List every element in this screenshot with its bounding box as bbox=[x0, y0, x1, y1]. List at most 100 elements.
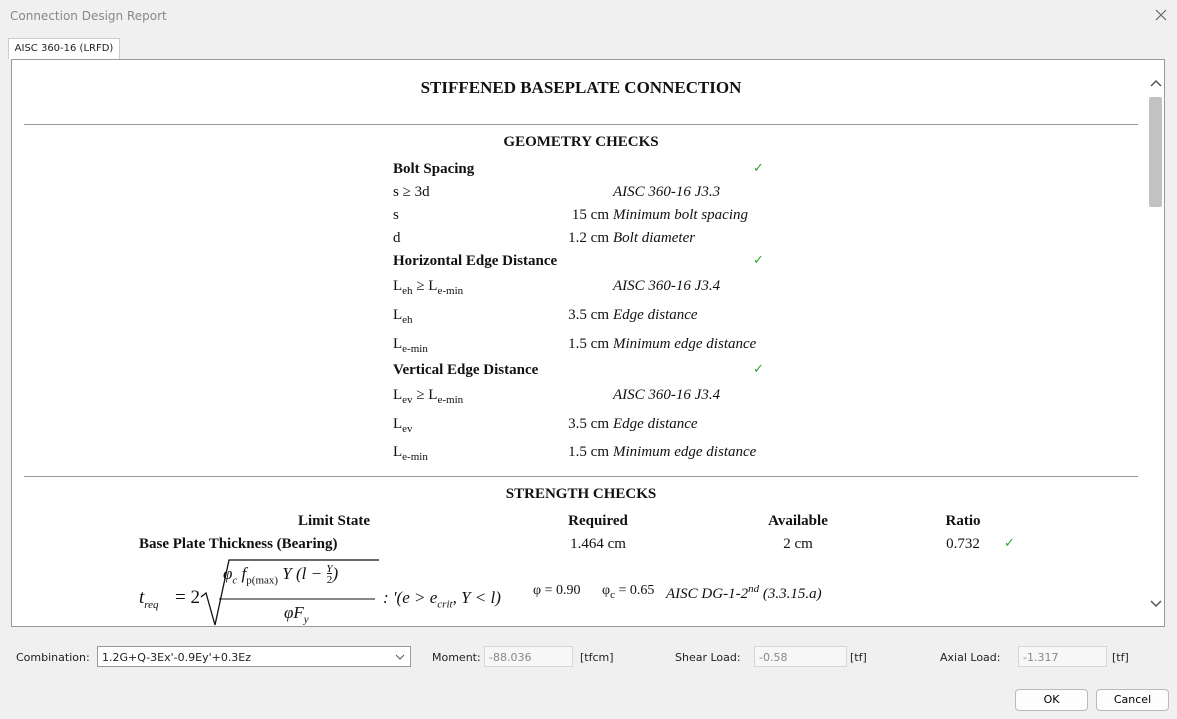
limit-state: Base Plate Thickness (Bearing) bbox=[139, 536, 338, 552]
check-mark: ✓ bbox=[753, 362, 764, 377]
check-mark: ✓ bbox=[753, 253, 764, 268]
section-heading: GEOMETRY CHECKS bbox=[503, 134, 659, 150]
column-header: Ratio bbox=[945, 513, 981, 529]
axial-field: -1.317 bbox=[1018, 646, 1107, 667]
moment-field: -88.036 bbox=[484, 646, 573, 667]
row-label: Le-min bbox=[393, 444, 428, 463]
available: 2 cm bbox=[783, 536, 813, 552]
label-text: L bbox=[393, 336, 403, 352]
formula-sub: req bbox=[144, 598, 159, 611]
label-text: s ≥ 3d bbox=[393, 184, 430, 200]
moment-label: Moment: bbox=[432, 651, 481, 664]
formula-text: : '(e > e bbox=[383, 588, 438, 607]
report-panel: STIFFENED BASEPLATE CONNECTION GEOMETRY … bbox=[11, 59, 1165, 627]
formula-text: f bbox=[241, 564, 247, 583]
row-value: 1.5 cm bbox=[568, 444, 609, 460]
cancel-button[interactable]: Cancel bbox=[1096, 689, 1169, 711]
label-sub: ev bbox=[402, 394, 413, 406]
label-text: L bbox=[393, 416, 403, 432]
row-note: Minimum bolt spacing bbox=[613, 207, 748, 223]
scroll-up[interactable] bbox=[1150, 78, 1162, 88]
formula-text: 2 bbox=[326, 573, 333, 587]
ratio: 0.732 bbox=[946, 536, 980, 552]
shear-label: Shear Load: bbox=[675, 651, 741, 664]
formula-sub: crit bbox=[437, 598, 453, 611]
label-text: L bbox=[393, 307, 403, 323]
moment-unit: [tfcm] bbox=[580, 651, 614, 664]
close-button[interactable] bbox=[1155, 9, 1167, 21]
formula-eq: = 2 bbox=[175, 587, 200, 608]
row-value: 15 cm bbox=[571, 207, 609, 223]
combination-select[interactable]: 1.2G+Q-3Ex'-0.9Ey'+0.3Ez bbox=[97, 646, 411, 667]
formula-sup: nd bbox=[748, 583, 760, 595]
check-mark: ✓ bbox=[753, 161, 764, 176]
label-sub: e-min bbox=[437, 285, 464, 297]
formula-text: t bbox=[139, 587, 145, 608]
row-label: Leh ≥ Le-min bbox=[393, 278, 463, 297]
condition: : '(e > ecrit, Y < l) bbox=[383, 588, 501, 610]
label-text: L bbox=[393, 278, 403, 294]
formula-text: AISC DG-1-2 bbox=[666, 586, 749, 602]
required: 1.464 cm bbox=[570, 536, 626, 552]
label-sub: e-min bbox=[437, 394, 464, 406]
tab[interactable]: AISC 360-16 (LRFD) bbox=[8, 38, 120, 59]
row-value: 1.5 cm bbox=[568, 336, 609, 352]
group-name: Horizontal Edge Distance bbox=[393, 253, 558, 269]
scrollbar[interactable] bbox=[1147, 60, 1164, 626]
formula-text: Y bbox=[326, 563, 333, 576]
row-label: Lev bbox=[393, 416, 413, 435]
row-note: AISC 360-16 J3.4 bbox=[613, 278, 721, 294]
row-note: Minimum edge distance bbox=[613, 336, 757, 352]
formula-sub: c bbox=[232, 574, 238, 587]
row-label: Le-min bbox=[393, 336, 428, 355]
shear-field: -0.58 bbox=[754, 646, 847, 667]
formula-text: (l − bbox=[296, 564, 323, 583]
label-text: ≥ L bbox=[412, 387, 438, 403]
label-sub: eh bbox=[402, 314, 413, 326]
formula-text: φF bbox=[284, 603, 304, 622]
formula-text: (3.3.15.a) bbox=[759, 586, 822, 602]
formula-text: = 0.65 bbox=[614, 583, 655, 598]
formula-text: , Y < l) bbox=[452, 588, 501, 607]
scroll-thumb[interactable] bbox=[1149, 97, 1162, 207]
phi: φ = 0.90 bbox=[533, 583, 581, 598]
column-header: Available bbox=[768, 513, 828, 529]
formula-sub: c bbox=[610, 588, 615, 601]
label-sub: ev bbox=[402, 423, 413, 435]
phi-c: φc = 0.65 bbox=[602, 583, 654, 601]
ok-button[interactable]: OK bbox=[1015, 689, 1088, 711]
row-note: AISC 360-16 J3.3 bbox=[613, 184, 721, 200]
row-label: Lev ≥ Le-min bbox=[393, 387, 463, 406]
row-label: d bbox=[393, 230, 401, 247]
label-text: d bbox=[393, 230, 401, 246]
combination-value: 1.2G+Q-3Ex'-0.9Ey'+0.3Ez bbox=[102, 651, 252, 664]
numerator: φc fp(max) Y (l − Y 2) bbox=[223, 563, 339, 587]
window-title: Connection Design Report bbox=[10, 9, 167, 23]
formula-text: Y bbox=[282, 564, 292, 583]
column-header: Required bbox=[568, 513, 628, 529]
axial-unit: [tf] bbox=[1112, 651, 1129, 664]
shear-unit: [tf] bbox=[850, 651, 867, 664]
label-text: s bbox=[393, 207, 399, 223]
group-name: Vertical Edge Distance bbox=[393, 362, 539, 378]
formula-text: φ bbox=[602, 583, 611, 598]
label-text: L bbox=[393, 444, 403, 460]
formula-text: ) bbox=[332, 564, 339, 583]
reference: AISC DG-1-2nd (3.3.15.a) bbox=[666, 583, 822, 603]
row-note: Edge distance bbox=[613, 307, 698, 323]
divider bbox=[24, 124, 1138, 125]
column-header: Limit State bbox=[297, 513, 371, 529]
label-text: L bbox=[393, 387, 403, 403]
row-value: 3.5 cm bbox=[568, 307, 609, 323]
divider bbox=[24, 476, 1138, 477]
group-name: Bolt Spacing bbox=[393, 161, 475, 177]
report-content: STIFFENED BASEPLATE CONNECTION GEOMETRY … bbox=[12, 60, 1164, 626]
formula-sub: p(max) bbox=[246, 574, 279, 587]
scroll-down[interactable] bbox=[1150, 599, 1162, 609]
row-value: 1.2 cm bbox=[568, 230, 609, 246]
combination-label: Combination: bbox=[16, 651, 90, 664]
row-note: Minimum edge distance bbox=[613, 444, 757, 460]
check-mark: ✓ bbox=[1004, 536, 1015, 551]
row-label: s ≥ 3d bbox=[393, 184, 430, 201]
